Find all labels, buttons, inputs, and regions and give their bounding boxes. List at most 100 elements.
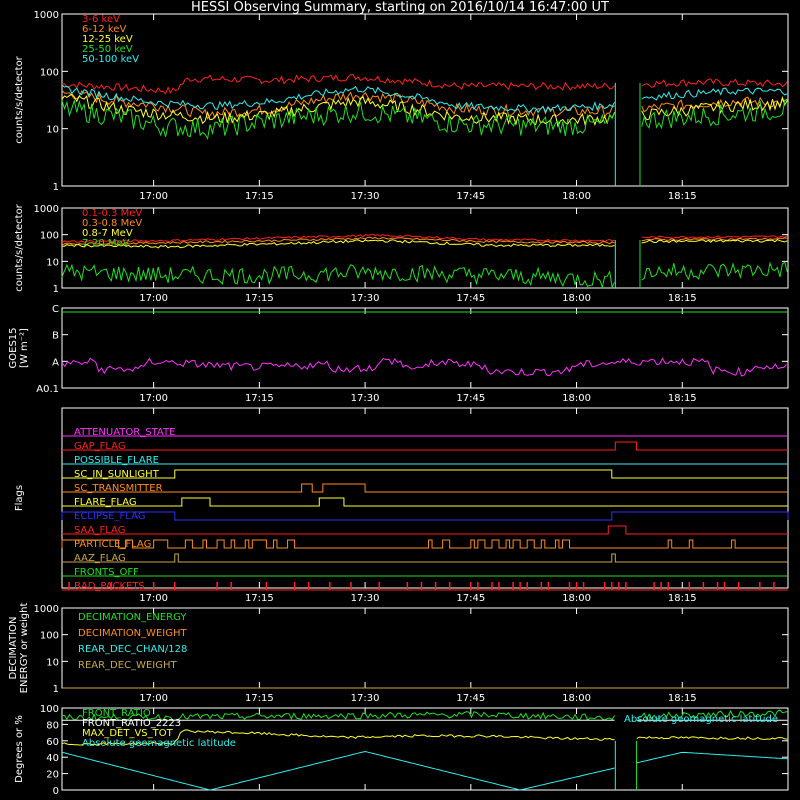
series-line	[61, 84, 788, 114]
panel-frame	[61, 407, 789, 589]
series-line	[61, 750, 788, 791]
flag-label: FLARE_FLAG	[74, 497, 137, 508]
y-tick-label: B	[52, 331, 59, 342]
panel-p3: GOES15 [W m⁻²] A0.1 A B C 17:00 17:15 17:30 17:45…	[8, 304, 789, 404]
y-tick-label: 100	[40, 704, 59, 715]
y-axis-label-2: [W m⁻²]	[19, 328, 30, 368]
panel-p1: counts/s/detector 1 10 100 1000 17:00 17:15 17:…	[14, 10, 789, 202]
x-tick-label: 17:30	[351, 293, 380, 304]
flag-label: SC_IN_SUNLIGHT	[74, 469, 160, 480]
legend-entry: DECIMATION_ENERGY	[78, 612, 187, 623]
x-tick-label: 17:15	[245, 393, 274, 404]
legend-entry: REAR_DEC_CHAN/128	[78, 644, 187, 655]
y-axis-label: counts/s/detector	[14, 203, 25, 291]
y-tick-label: 100	[40, 231, 59, 242]
panel-annotation: Absolute geomagnetic latitude	[624, 714, 778, 725]
flag-line	[62, 469, 788, 479]
legend-entry: 25-50 keV	[82, 44, 133, 55]
flag-line	[62, 483, 788, 493]
legend-entry: 0.8-7 MeV	[82, 228, 133, 239]
x-tick-label: 17:30	[351, 593, 380, 604]
y-tick-label: A0.1	[36, 384, 59, 395]
series-line	[61, 233, 788, 243]
panel-frame	[61, 307, 789, 389]
x-tick-label: 17:15	[245, 191, 274, 202]
series-line	[61, 357, 787, 377]
legend-entry: MAX_DET_VS_TOT	[82, 728, 174, 739]
flag-line	[62, 497, 788, 507]
x-tick-label: 17:00	[139, 293, 168, 304]
x-tick-label: 17:45	[456, 593, 485, 604]
legend-entry: REAR_DEC_WEIGHT	[78, 660, 177, 671]
panel-p4: Flags 17:00 17:15 17:30 17:45 18:00 18:15 ATTEN…	[14, 407, 789, 604]
flag-label: FRONTS_OFF	[74, 567, 139, 578]
y-tick-label: A	[52, 357, 59, 368]
panel-p2: counts/s/detector 1 10 100 1000 17:00 17:15 17:…	[14, 203, 789, 304]
flag-label: PARTICLE_FLAG	[74, 539, 151, 550]
x-tick-label: 17:45	[456, 293, 485, 304]
y-tick-label: 10	[46, 125, 59, 136]
flag-label: POSSIBLE_FLARE	[74, 455, 159, 466]
x-tick-label: 17:00	[139, 693, 168, 704]
legend-entry: 0.1-0.3 MeV	[82, 208, 142, 219]
x-tick-label: 18:00	[562, 293, 591, 304]
flag-label: ECLIPSE_FLAG	[74, 511, 145, 522]
x-tick-label: 17:00	[139, 393, 168, 404]
y-tick-label: 10	[46, 657, 59, 668]
series-line	[61, 709, 788, 722]
series-line	[61, 236, 788, 246]
panel-p6: Degrees or % 0 20 40 60 80 100 FRONT_RATIOFRONT…	[14, 704, 789, 797]
legend-entry: FRONT_RATIO	[82, 708, 151, 719]
panel-frame	[61, 207, 789, 289]
y-axis-label: Degrees or %	[14, 715, 25, 783]
x-tick-label: 17:45	[456, 191, 485, 202]
legend-entry: 0.3-0.8 MeV	[82, 218, 142, 229]
series-line	[61, 239, 788, 249]
flag-line	[62, 441, 788, 451]
series-line	[61, 73, 788, 95]
flag-label: ATTENUATOR_STATE	[74, 427, 175, 438]
y-axis-label: DECIMATION	[8, 616, 19, 679]
x-tick-label: 18:00	[562, 393, 591, 404]
y-axis-label: GOES15	[8, 327, 19, 368]
flag-label: SC_TRANSMITTER	[74, 483, 163, 494]
y-axis-label: counts/s/detector	[14, 55, 25, 143]
x-tick-label: 17:30	[351, 393, 380, 404]
flag-label: SAA_FLAG	[74, 525, 125, 536]
series-line	[61, 99, 788, 141]
y-tick-label: 1000	[34, 204, 59, 215]
flag-line	[61, 511, 789, 521]
x-tick-label: 17:30	[351, 191, 380, 202]
flag-label: AAZ_FLAG	[74, 553, 126, 564]
y-tick-label: 80	[46, 720, 59, 731]
y-tick-label: 1	[53, 684, 59, 695]
y-tick-label: 10	[46, 257, 59, 268]
y-tick-label: 20	[46, 770, 59, 781]
y-axis-label: Flags	[14, 485, 25, 511]
x-tick-label: 17:00	[139, 191, 168, 202]
x-tick-label: 18:15	[668, 191, 697, 202]
x-tick-label: 17:45	[456, 693, 485, 704]
x-tick-label: 17:15	[245, 693, 274, 704]
x-tick-label: 18:15	[668, 393, 697, 404]
series-line	[61, 261, 788, 290]
flag-label: GAP_FLAG	[74, 441, 126, 452]
x-tick-label: 18:15	[668, 593, 697, 604]
legend-entry: Absolute geomagnetic latitude	[82, 738, 236, 749]
panel-frame	[61, 13, 789, 187]
series-line	[61, 729, 788, 746]
y-tick-label: 1	[53, 182, 59, 193]
legend-entry: 12-25 keV	[82, 34, 133, 45]
x-tick-label: 18:00	[562, 693, 591, 704]
x-tick-label: 17:15	[245, 293, 274, 304]
y-tick-label: 1000	[34, 604, 59, 615]
x-tick-label: 17:15	[245, 593, 274, 604]
panel-p5: DECIMATION ENERGY or weight 1 10 100 1000 17:0…	[8, 603, 789, 704]
y-tick-label: 0	[53, 786, 59, 797]
legend-entry: 50-100 keV	[82, 54, 139, 65]
x-tick-label: 18:00	[562, 593, 591, 604]
y-tick-label: 1000	[34, 10, 59, 21]
legend-entry: DECIMATION_WEIGHT	[78, 628, 187, 639]
x-tick-label: 17:00	[139, 593, 168, 604]
